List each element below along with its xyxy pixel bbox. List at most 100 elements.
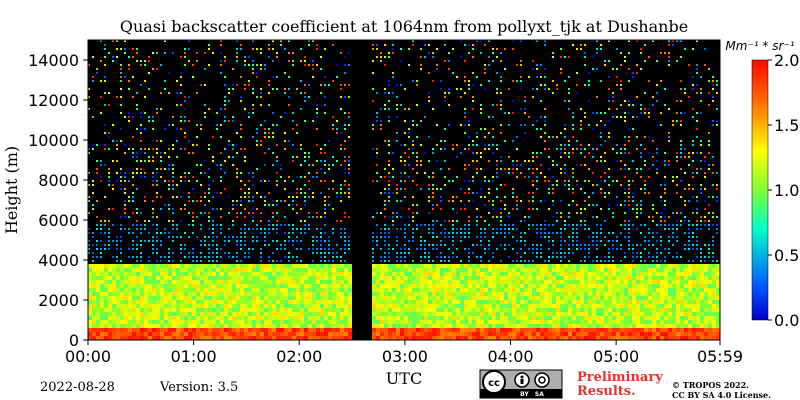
heatmap-cell [544,308,548,312]
heatmap-cell [248,284,252,288]
heatmap-cell [428,244,430,246]
heatmap-cell [104,76,106,78]
heatmap-cell [156,276,160,280]
heatmap-cell [392,316,396,320]
heatmap-cell [456,256,458,258]
heatmap-cell [248,116,250,118]
heatmap-cell [104,276,108,280]
heatmap-cell [480,244,482,246]
heatmap-cell [400,180,402,182]
heatmap-cell [256,240,258,242]
heatmap-cell [328,84,330,86]
heatmap-cell [288,324,292,328]
heatmap-cell [404,324,408,328]
heatmap-cell [88,320,92,324]
heatmap-cell [372,328,376,332]
heatmap-cell [212,292,216,296]
heatmap-cell [212,208,214,210]
heatmap-cell [112,288,116,292]
heatmap-cell [640,176,642,178]
heatmap-cell [436,244,438,246]
heatmap-cell [160,260,162,262]
heatmap-cell [124,40,126,42]
heatmap-cell [480,288,484,292]
heatmap-cell [412,284,416,288]
heatmap-cell [492,312,496,316]
heatmap-cell [632,320,636,324]
heatmap-cell [248,180,250,182]
heatmap-cell [512,40,514,42]
heatmap-cell [340,228,342,230]
heatmap-cell [384,176,386,178]
heatmap-cell [572,272,576,276]
heatmap-cell [164,308,168,312]
heatmap-cell [120,236,122,238]
heatmap-cell [120,284,124,288]
heatmap-cell [472,200,474,202]
heatmap-cell [540,200,542,202]
heatmap-cell [548,236,550,238]
heatmap-cell [476,304,480,308]
heatmap-cell [260,124,262,126]
heatmap-cell [576,84,578,86]
heatmap-cell [608,280,612,284]
heatmap-cell [636,148,638,150]
heatmap-cell [196,304,200,308]
heatmap-cell [456,264,460,268]
heatmap-cell [624,164,626,166]
heatmap-cell [424,56,426,58]
heatmap-cell [292,120,294,122]
heatmap-cell [412,236,414,238]
heatmap-cell [268,44,270,46]
heatmap-cell [432,56,434,58]
heatmap-cell [284,112,286,114]
heatmap-cell [88,300,92,304]
heatmap-cell [168,124,170,126]
heatmap-cell [636,216,638,218]
heatmap-cell [168,268,172,272]
heatmap-cell [276,228,278,230]
heatmap-cell [436,204,438,206]
heatmap-cell [608,120,610,122]
heatmap-cell [556,252,558,254]
heatmap-cell [512,280,516,284]
heatmap-cell [416,84,418,86]
heatmap-cell [348,160,350,162]
heatmap-cell [192,336,196,340]
heatmap-cell [92,116,94,118]
heatmap-cell [304,56,306,58]
heatmap-cell [632,324,636,328]
heatmap-cell [300,60,302,62]
heatmap-cell [400,284,404,288]
heatmap-cell [580,164,582,166]
heatmap-cell [456,288,460,292]
heatmap-cell [528,200,530,202]
heatmap-cell [272,260,274,262]
heatmap-cell [404,312,408,316]
heatmap-cell [232,120,234,122]
heatmap-cell [228,268,232,272]
heatmap-cell [208,276,212,280]
heatmap-cell [152,300,156,304]
heatmap-cell [292,232,294,234]
heatmap-cell [284,292,288,296]
heatmap-cell [584,56,586,58]
heatmap-cell [344,228,346,230]
heatmap-cell [396,336,400,340]
heatmap-cell [272,268,276,272]
heatmap-cell [340,144,342,146]
heatmap-cell [504,284,508,288]
heatmap-cell [268,244,270,246]
heatmap-cell [208,108,210,110]
heatmap-cell [392,220,394,222]
heatmap-cell [176,332,180,336]
heatmap-cell [348,308,352,312]
heatmap-cell [192,252,194,254]
heatmap-cell [548,312,552,316]
heatmap-cell [220,248,222,250]
heatmap-cell [120,76,122,78]
heatmap-cell [556,328,560,332]
heatmap-cell [320,316,324,320]
heatmap-cell [256,48,258,50]
heatmap-cell [444,220,446,222]
